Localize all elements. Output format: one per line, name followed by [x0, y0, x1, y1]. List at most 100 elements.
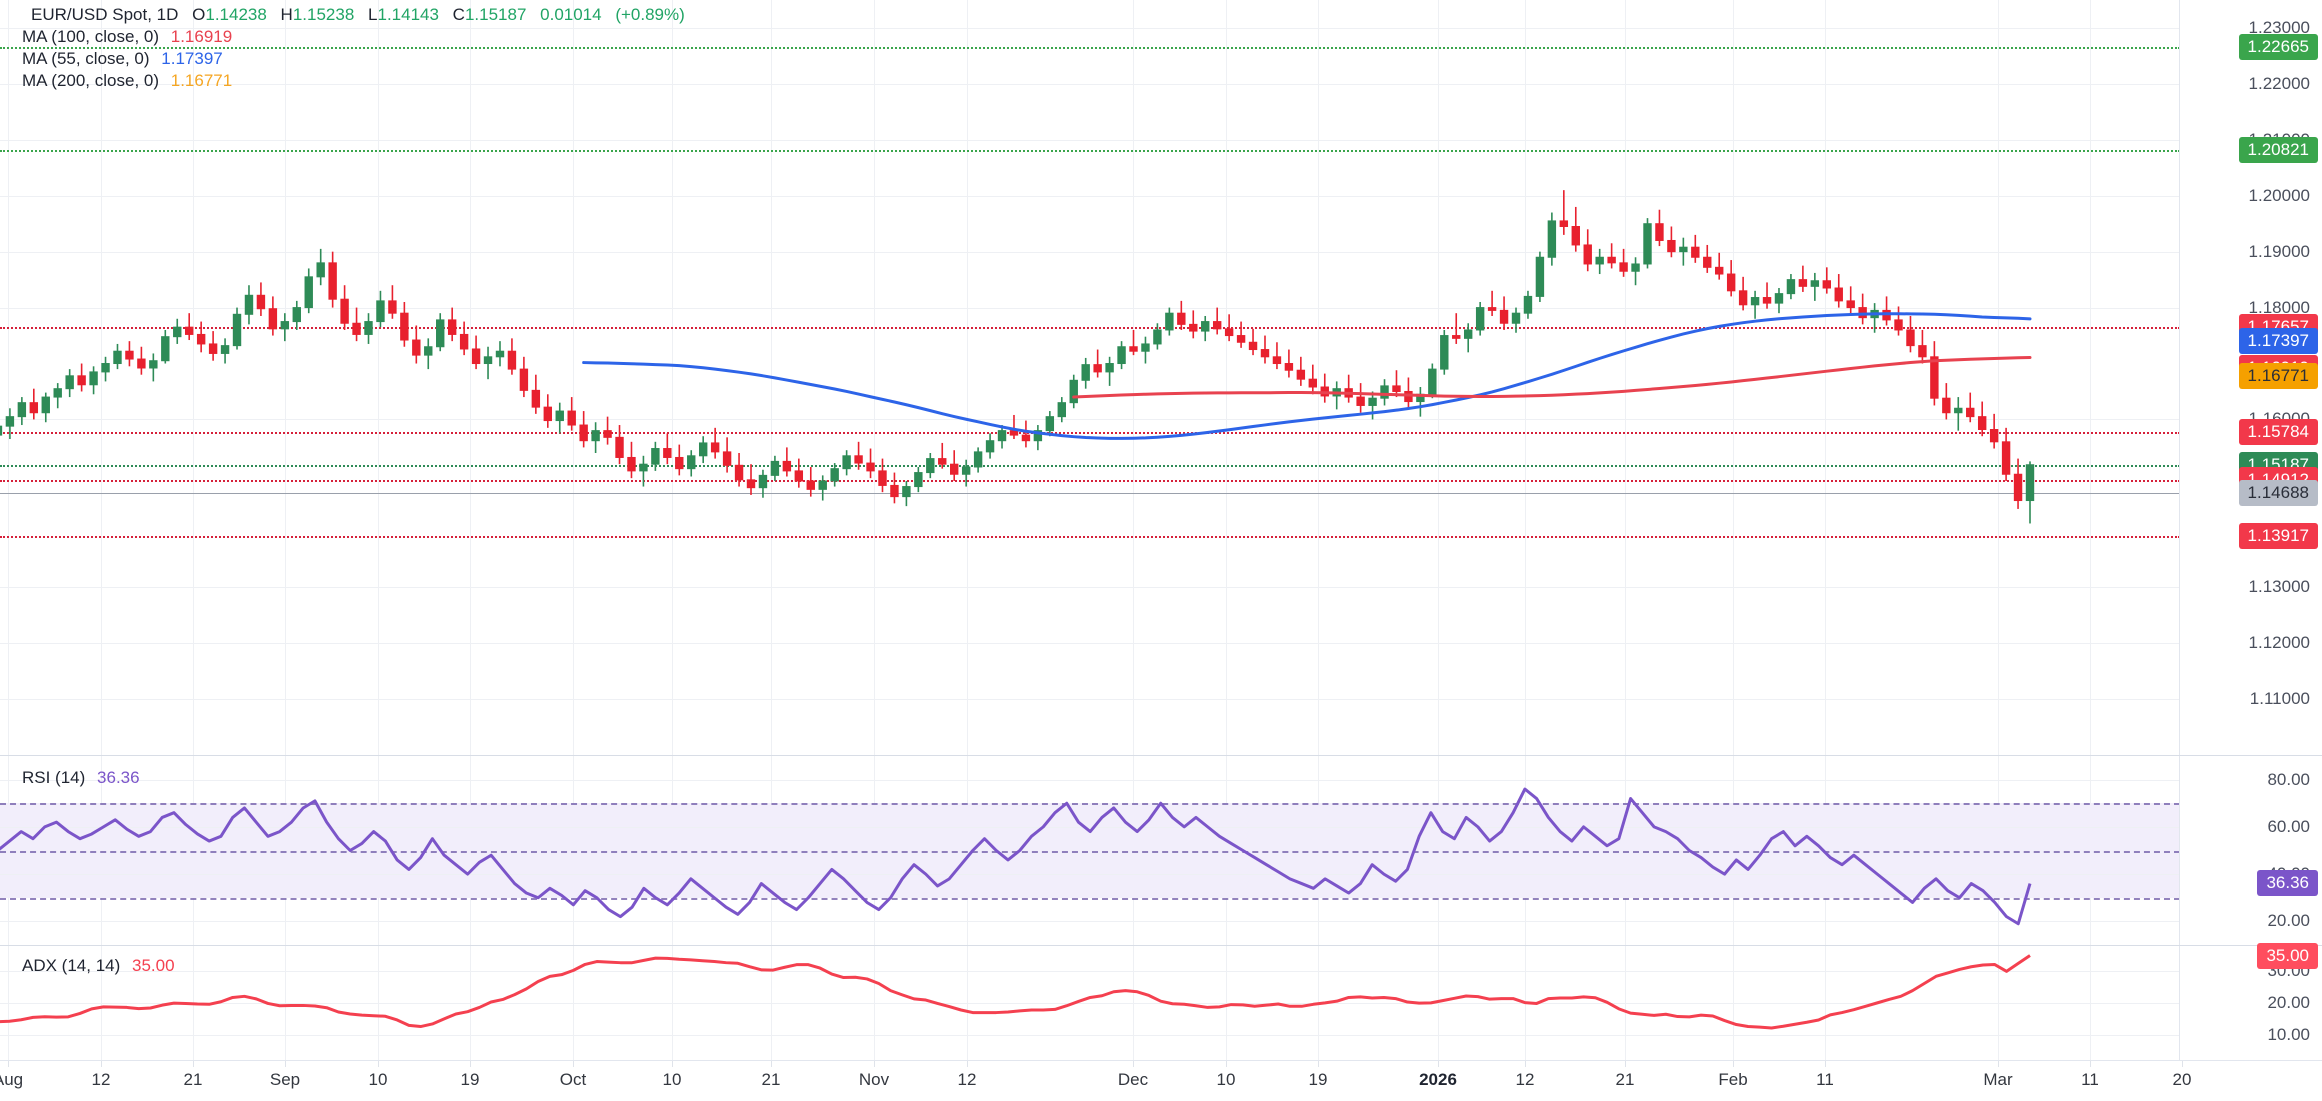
price-axis-tick: 1.12000 — [2248, 633, 2310, 653]
time-axis-label: Feb — [1718, 1070, 1748, 1089]
adx-axis-tick: 20.00 — [2267, 993, 2310, 1012]
ma55-label: MA (55, close, 0) — [22, 49, 150, 68]
level-badge-high[interactable]: 1.22665 — [2238, 33, 2318, 60]
time-axis-tick — [672, 1061, 673, 1067]
rsi-legend[interactable]: RSI (14) 36.36 — [22, 768, 140, 788]
price-level-line — [0, 149, 2180, 152]
time-axis-tick — [2182, 1061, 2183, 1067]
time-axis[interactable]: Aug 12 21 Sep 10 19 Oct 10 21 Nov 12 Dec 10 19 2026 12 2… — [0, 1060, 2322, 1101]
ma100-label: MA (100, close, 0) — [22, 27, 160, 46]
ma100-legend-row[interactable]: MA (100, close, 0) 1.16919 — [22, 26, 685, 48]
price-gridline — [0, 643, 2180, 645]
ma55-badge[interactable]: 1.17397 — [2238, 328, 2318, 355]
price-gridline — [0, 251, 2180, 253]
time-axis-tick — [1998, 1061, 1999, 1067]
adx-gridline — [0, 1034, 2180, 1036]
time-axis-label: 11 — [1816, 1070, 1834, 1089]
price-level-line — [0, 480, 2180, 483]
ma200-badge[interactable]: 1.16771 — [2238, 363, 2318, 390]
time-axis-label: 21 — [1615, 1070, 1635, 1089]
change-value: 0.01014 — [540, 5, 602, 24]
time-axis-label: 2026 — [1419, 1070, 1457, 1089]
vertical-gridline — [285, 0, 286, 755]
rsi-gridline — [0, 826, 2180, 828]
price-axis-tick: 1.19000 — [2248, 241, 2310, 261]
vertical-gridline — [8, 0, 9, 755]
price-axis[interactable]: 1.230001.220001.210001.200001.190001.180… — [2179, 0, 2322, 755]
time-axis-tick — [470, 1061, 471, 1067]
time-axis-tick — [874, 1061, 875, 1067]
price-level-line — [0, 46, 2180, 49]
close-label: C — [452, 5, 465, 24]
vertical-gridline — [1825, 0, 1826, 755]
time-axis-label: 12 — [91, 1070, 111, 1089]
adx-series — [0, 954, 2031, 1030]
adx-label: ADX (14, 14) — [22, 956, 121, 975]
change-percent: (+0.89%) — [615, 5, 685, 24]
time-axis-tick — [1625, 1061, 1626, 1067]
price-level-line — [0, 326, 2180, 329]
low-label: L — [368, 5, 378, 24]
time-axis-tick — [771, 1061, 772, 1067]
time-axis-label: 12 — [957, 1070, 977, 1089]
adx-axis-tick: 10.00 — [2267, 1024, 2310, 1044]
rsi-gridline — [0, 874, 2180, 876]
price-plot-area[interactable] — [0, 0, 2180, 755]
rsi-axis-tick: 60.00 — [2267, 816, 2310, 836]
price-legend: EUR/USD Spot, 1D O1.14238 H1.15238 L1.14… — [22, 4, 685, 92]
high-label: H — [280, 5, 293, 24]
adx-value-badge[interactable]: 35.00 — [2257, 942, 2318, 969]
price-level-line — [0, 535, 2180, 538]
ma55-value: 1.17397 — [161, 49, 223, 68]
vertical-gridline — [1525, 0, 1526, 755]
price-gridline — [0, 419, 2180, 421]
rsi-threshold-line — [0, 803, 2180, 806]
level-badge-resistance2[interactable]: 1.20821 — [2238, 136, 2318, 163]
level-badge-support3[interactable]: 1.13917 — [2238, 522, 2318, 549]
vertical-gridline — [1318, 0, 1319, 755]
rsi-series — [0, 787, 2032, 926]
ma200-legend-row[interactable]: MA (200, close, 0) 1.16771 — [22, 70, 685, 92]
symbol-title[interactable]: EUR/USD Spot, 1D — [31, 5, 179, 24]
rsi-value-badge[interactable]: 36.36 — [2257, 869, 2318, 896]
time-axis-label: 11 — [2081, 1070, 2099, 1089]
vertical-gridline — [1133, 0, 1134, 755]
rsi-threshold-line — [0, 897, 2180, 900]
price-level-line — [0, 492, 2180, 494]
price-gridline — [0, 139, 2180, 141]
price-gridline — [0, 27, 2180, 29]
time-axis-label: 10 — [662, 1070, 682, 1089]
high-value: 1.15238 — [292, 5, 355, 24]
level-badge-support1[interactable]: 1.15784 — [2238, 418, 2318, 445]
prev-close-badge[interactable]: 1.14688 — [2238, 479, 2318, 506]
open-value: 1.14238 — [205, 5, 267, 24]
adx-gridline — [0, 971, 2180, 973]
time-axis-label: 20 — [2172, 1070, 2192, 1089]
adx-axis[interactable]: 30.00 20.00 10.00 35.00 — [2179, 942, 2322, 1061]
price-axis-tick: 1.23000 — [2248, 17, 2310, 37]
candlestick-series — [0, 190, 2035, 524]
time-axis-label: 19 — [460, 1070, 480, 1089]
time-axis-tick — [1438, 1061, 1439, 1067]
price-axis-tick: 1.11000 — [2249, 689, 2310, 709]
ma55-legend-row[interactable]: MA (55, close, 0) 1.17397 — [22, 48, 685, 70]
time-axis-label: 21 — [183, 1070, 203, 1089]
time-axis-tick — [1825, 1061, 1826, 1067]
time-axis-label: Sep — [269, 1070, 301, 1089]
vertical-gridline — [1733, 0, 1734, 755]
price-gridline — [0, 307, 2180, 309]
vertical-gridline — [378, 0, 379, 755]
ma100-value: 1.16919 — [170, 27, 233, 46]
adx-panel: 30.00 20.00 10.00 35.00 ADX (14, 14) 35.00 — [0, 942, 2322, 1061]
rsi-plot-area[interactable] — [0, 756, 2180, 946]
adx-legend[interactable]: ADX (14, 14) 35.00 — [22, 956, 175, 976]
adx-plot-area[interactable] — [0, 946, 2180, 1061]
vertical-gridline — [2090, 0, 2091, 755]
vertical-gridline — [573, 0, 574, 755]
symbol-ohlc-row: EUR/USD Spot, 1D O1.14238 H1.15238 L1.14… — [22, 4, 685, 26]
adx-gridline — [0, 1003, 2180, 1004]
time-axis-tick — [2090, 1061, 2091, 1067]
time-axis-tick — [1133, 1061, 1134, 1067]
